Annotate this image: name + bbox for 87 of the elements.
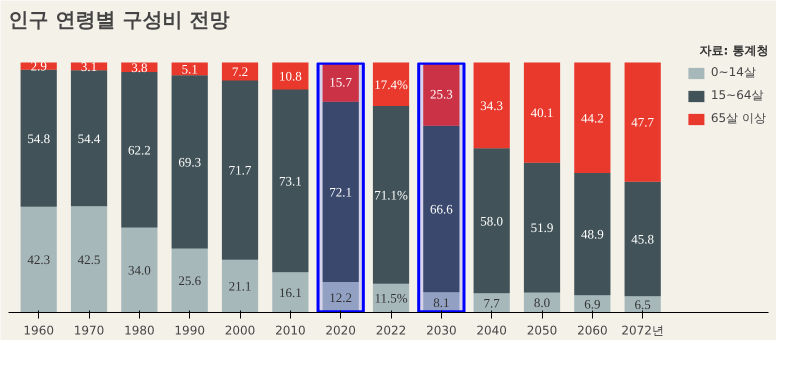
x-tick-label: 1970 — [74, 324, 104, 338]
data-label: 3.1 — [80, 58, 98, 74]
data-label: 47.7 — [631, 114, 655, 130]
data-label: 66.6 — [430, 202, 454, 216]
bar — [474, 62, 510, 148]
data-label: 54.8 — [27, 130, 50, 146]
data-label: 62.2 — [128, 142, 151, 158]
data-label: 6.5 — [634, 296, 651, 312]
bar — [222, 260, 258, 312]
data-label: 42.3 — [27, 252, 50, 268]
data-label: 7.2 — [232, 64, 248, 79]
bar — [322, 62, 359, 102]
bar — [20, 206, 57, 312]
bar — [524, 162, 560, 292]
x-tick-label: 2030 — [426, 324, 457, 338]
bar — [121, 228, 158, 312]
data-label: 73.1 — [278, 173, 302, 188]
x-tick-label: 2072년 — [621, 324, 664, 338]
data-label: 69.3 — [178, 154, 202, 170]
text: 자료: 통계청 — [700, 44, 769, 58]
data-label: 16.1 — [278, 284, 302, 300]
bar — [423, 126, 460, 292]
bar — [423, 62, 460, 126]
data-label: 45.8 — [631, 232, 654, 246]
bar — [574, 173, 610, 296]
data-label: 71.7 — [228, 162, 252, 178]
data-label: 54.4 — [78, 130, 101, 146]
bar — [624, 62, 661, 182]
x-tick-label: 2050 — [526, 324, 558, 338]
data-label: 12.2 — [329, 290, 352, 305]
data-label: 7.7 — [484, 295, 500, 310]
x-tick-label: 1980 — [124, 324, 155, 338]
bar — [372, 62, 410, 106]
bar — [172, 75, 208, 248]
bar — [222, 62, 258, 80]
data-label: 42.5 — [78, 252, 100, 267]
bar — [574, 62, 610, 173]
x-tick-label: 2060 — [577, 324, 608, 338]
data-label: 48.9 — [580, 226, 604, 242]
bar — [272, 62, 308, 90]
bar — [624, 182, 661, 296]
x-tick-label: 1990 — [174, 324, 205, 338]
x-tick-label: 2010 — [275, 324, 306, 338]
x-tick-label: 2022 — [376, 324, 406, 338]
data-label: 11.5% — [374, 290, 408, 306]
data-label: 15.7 — [329, 74, 353, 90]
data-label: 10.8 — [278, 68, 302, 84]
data-label: 25.6 — [178, 273, 202, 288]
bar — [474, 148, 510, 294]
data-label: 71.1% — [374, 187, 408, 202]
data-label: 58.0 — [480, 213, 504, 228]
data-label: 3.8 — [131, 60, 148, 75]
bar — [272, 90, 308, 272]
x-tick-label: 1960 — [23, 324, 54, 338]
bar — [524, 62, 560, 163]
data-label: 21.1 — [228, 278, 252, 294]
bar — [70, 70, 108, 206]
bar — [172, 62, 208, 76]
data-label: 40.1 — [530, 105, 554, 120]
bar — [372, 106, 410, 284]
bar — [322, 102, 359, 282]
data-label: 72.1 — [329, 184, 352, 200]
data-label: 34.0 — [128, 262, 151, 278]
bar — [121, 72, 158, 228]
bar — [272, 272, 308, 312]
data-label: 34.3 — [480, 98, 504, 113]
data-label: 5.1 — [182, 61, 198, 76]
data-label: 17.4% — [374, 76, 408, 92]
bar — [222, 80, 258, 260]
data-label: 51.9 — [530, 220, 554, 236]
x-tick-label: 2040 — [476, 324, 507, 338]
data-label: 44.2 — [580, 110, 604, 126]
bar — [322, 282, 359, 312]
x-tick-label: 2000 — [224, 324, 256, 338]
bar — [172, 248, 208, 312]
bar — [70, 206, 108, 312]
bar — [20, 70, 57, 207]
chart-title: 인구 연령별 구성비 전망 — [8, 8, 230, 32]
data-label: 8.1 — [433, 294, 450, 310]
data-label: 25.3 — [430, 86, 453, 102]
bar — [474, 293, 510, 312]
legend-label: 0~14살 — [710, 64, 756, 81]
x-tick-label: 2020 — [325, 324, 356, 338]
legend-label: 65살 이상 — [710, 110, 766, 127]
data-label: 8.0 — [534, 295, 550, 310]
legend-label: 15~64살 — [710, 87, 764, 104]
data-label: 6.9 — [584, 296, 600, 312]
